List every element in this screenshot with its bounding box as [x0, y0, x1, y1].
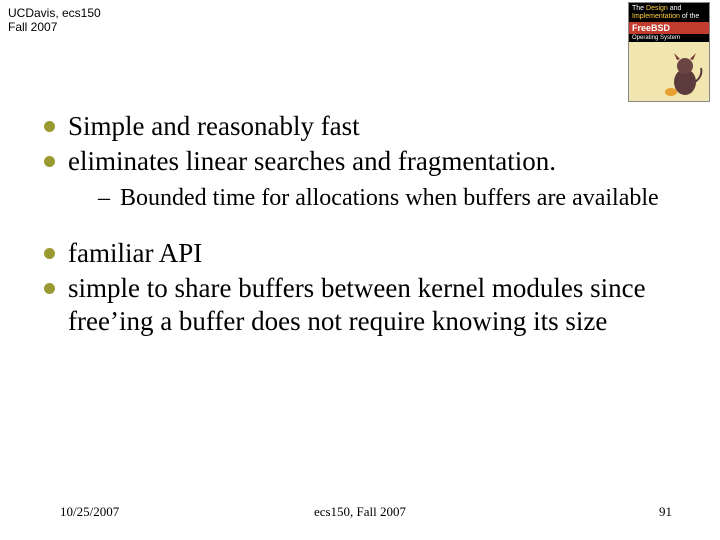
book-title-prefix: The [632, 5, 644, 12]
book-title-word1: Design [646, 5, 668, 12]
footer-page-number: 91 [659, 504, 672, 520]
footer-center: ecs150, Fall 2007 [0, 504, 720, 520]
footer: 10/25/2007 ecs150, Fall 2007 91 [0, 504, 720, 524]
bullet-item: familiar API [40, 237, 690, 270]
spacer [40, 227, 690, 237]
content-area: Simple and reasonably fast eliminates li… [40, 110, 690, 340]
sub-bullet-list: Bounded time for allocations when buffer… [68, 184, 690, 213]
bullet-text: familiar API [68, 238, 202, 268]
book-title-mid: and [670, 5, 682, 12]
bsd-daemon-icon [665, 52, 705, 98]
book-title-bar: The Design and Implementation of the [629, 3, 709, 22]
book-art [629, 42, 709, 100]
bullet-item: simple to share buffers between kernel m… [40, 272, 690, 338]
book-title-word2: Implementation [632, 13, 680, 20]
book-title-suffix: of the [682, 13, 700, 20]
bullet-item: Simple and reasonably fast [40, 110, 690, 143]
bullet-list: Simple and reasonably fast eliminates li… [40, 110, 690, 213]
bullet-text: eliminates linear searches and fragmenta… [68, 146, 556, 176]
bullet-text: simple to share buffers between kernel m… [68, 273, 646, 336]
sub-bullet-item: Bounded time for allocations when buffer… [98, 184, 690, 213]
bullet-item: eliminates linear searches and fragmenta… [40, 145, 690, 213]
course-header: UCDavis, ecs150 Fall 2007 [8, 6, 101, 35]
bullet-text: Simple and reasonably fast [68, 111, 360, 141]
sub-bullet-text: Bounded time for allocations when buffer… [120, 185, 659, 211]
book-os: FreeBSD [629, 22, 709, 34]
course-header-line1: UCDavis, ecs150 [8, 6, 101, 20]
course-header-line2: Fall 2007 [8, 20, 101, 34]
bullet-list: familiar API simple to share buffers bet… [40, 237, 690, 338]
book-cover: The Design and Implementation of the Fre… [628, 2, 710, 102]
slide: UCDavis, ecs150 Fall 2007 The Design and… [0, 0, 720, 540]
book-subtitle: Operating System [629, 34, 709, 42]
